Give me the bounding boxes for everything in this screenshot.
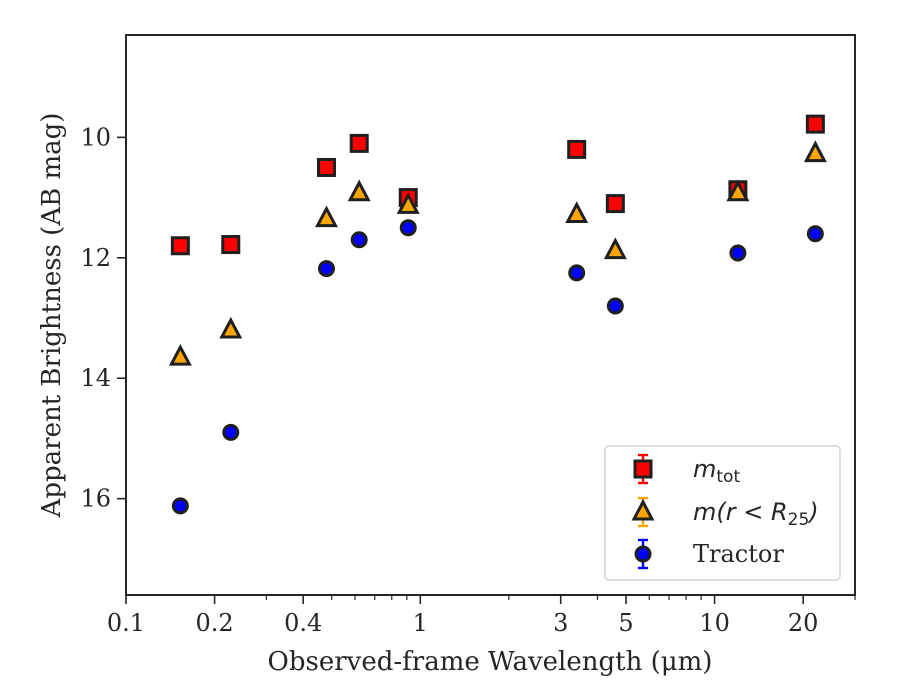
x-tick-label: 3: [553, 609, 568, 637]
legend-marker-square: [633, 459, 653, 479]
legend-label: Tractor: [693, 540, 784, 568]
legend-label: m(r < R25): [693, 498, 819, 530]
x-tick-label: 0.4: [284, 609, 322, 637]
plot-area: [168, 114, 827, 515]
legend-frame: [604, 445, 841, 581]
x-axis-label: Observed-frame Wavelength (μm): [268, 647, 713, 677]
y-tick-label: 16: [80, 485, 111, 513]
y-tick-label: 12: [80, 244, 111, 272]
x-tick-label: 20: [788, 609, 819, 637]
x-tick-label: 10: [699, 609, 730, 637]
x-tick-label: 1: [413, 609, 428, 637]
x-tick-label: 5: [618, 609, 633, 637]
series-square: [170, 114, 825, 256]
legend: mtot m(r < R25) Tractor: [604, 445, 841, 581]
y-tick-label: 14: [80, 364, 111, 392]
legend-marker-triangle: [631, 498, 655, 521]
axis-ticks: 0.1 0.2 0.4 1 3 5 10 20 10 12 14 16: [80, 123, 856, 637]
x-tick-label: 0.1: [107, 609, 145, 637]
series-triangle: [168, 140, 827, 366]
legend-marker-circle: [634, 545, 652, 563]
series-circle: [171, 219, 824, 515]
plot-frame: [125, 34, 856, 596]
x-tick-label: 0.2: [196, 609, 234, 637]
y-axis-label: Apparent Brightness (AB mag): [37, 113, 67, 519]
y-tick-label: 10: [80, 123, 111, 151]
legend-label: mtot: [693, 455, 740, 487]
